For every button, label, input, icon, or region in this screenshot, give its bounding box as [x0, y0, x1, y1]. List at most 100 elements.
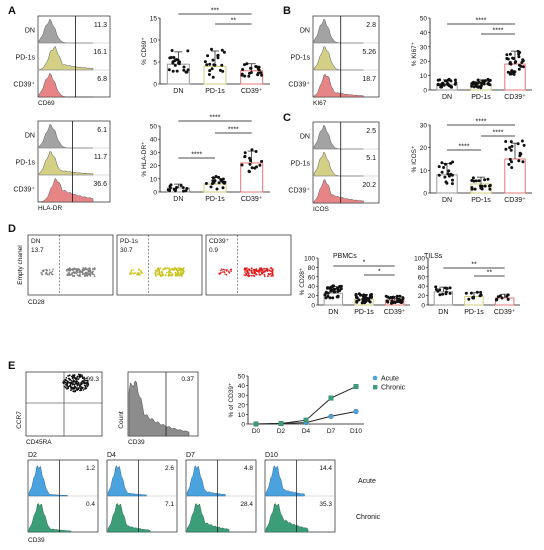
b-hist-value-0: 2.8 [366, 22, 376, 29]
e-line-xtick-label-0: D0 [252, 428, 261, 435]
e-scatter-event-213 [84, 388, 86, 390]
a-chart1-point-1-17 [216, 54, 220, 58]
c-hist-axis-label: ICOS [313, 206, 330, 213]
d-flow-event-0-105 [87, 271, 90, 273]
a-chart1-point-0-1 [171, 69, 175, 73]
d-flow-pos-event-1-21 [129, 272, 132, 274]
c-chart-point-0-5 [437, 165, 441, 169]
a-chart1-point-1-13 [206, 54, 210, 58]
b-chart-point-2-23 [508, 52, 512, 56]
e-day-chronic-peak-0 [28, 503, 72, 533]
c-chart-ylabel: % ICOS⁺ [411, 145, 418, 172]
c-hist-peak-1 [313, 151, 364, 177]
e-row-label-acute: Acute [358, 478, 376, 485]
d-flow-event-0-114 [79, 273, 81, 275]
c-chart-ytick-label-3: 30 [420, 123, 428, 130]
d-flow-event-2-56 [270, 267, 273, 269]
c-chart-point-2-9 [510, 144, 514, 148]
e-scatter-event-111 [69, 384, 72, 387]
c-hist-row-label-1: PD-1s [291, 161, 311, 168]
e-count-ylabel: Count [118, 411, 125, 429]
c-chart-point-2-0 [509, 140, 513, 144]
d-tils-ytick-label-3: 60 [418, 274, 426, 281]
d-flow-pos-event-0-14 [50, 272, 53, 274]
c-chart-point-1-1 [474, 179, 478, 183]
c-hist-value-2: 20.2 [362, 182, 376, 189]
d-flow-event-1-67 [175, 268, 178, 270]
a-chart2-point-0-7 [182, 189, 185, 193]
b-chart-ytick-label-2: 20 [420, 59, 428, 66]
e-line-ytick-label-0: 0 [241, 422, 245, 429]
d-flow-event-0-119 [67, 274, 69, 277]
d-flow-pos-event-2-19 [228, 270, 230, 273]
b-chart-point-1-28 [470, 84, 474, 88]
b-chart-point-0-23 [439, 83, 443, 87]
d-flow-event-0-73 [70, 273, 73, 276]
d-flow-event-2-104 [271, 270, 273, 273]
a-chart2-point-2-5 [243, 154, 247, 158]
d-pbmc-point-0-18 [323, 293, 327, 297]
a-chart1-point-0-10 [167, 68, 171, 72]
d-flow-event-1-113 [168, 268, 171, 270]
d-pbmc-point-2-29 [397, 300, 401, 304]
e-line-point-chronic-0 [253, 421, 259, 427]
d-tils-point-0-3 [438, 293, 442, 297]
a-chart2-point-2-9 [247, 170, 251, 174]
a-chart1-point-2-2 [259, 71, 263, 75]
e-scatter-event-33 [82, 389, 85, 391]
b-chart-point-2-28 [517, 52, 521, 56]
b-chart-point-0-26 [447, 83, 451, 87]
e-scatter-event-169 [65, 377, 68, 379]
d-flow-event-0-103 [81, 271, 83, 273]
c-chart-point-1-0 [488, 187, 492, 191]
e-line-xtick-label-3: D7 [327, 428, 336, 435]
d-flow-event-2-64 [255, 273, 258, 275]
e-scatter-event-128 [79, 383, 82, 385]
a-hist2-peak-2 [38, 177, 94, 203]
d-flow-event-2-32 [244, 269, 247, 271]
a-chart2-point-2-3 [260, 159, 264, 163]
a-chart1-ytick-label-2: 10 [150, 38, 158, 45]
d-flow-event-0-80 [87, 273, 90, 276]
d-pbmc-title: PBMCs [333, 253, 357, 260]
a-hist2-value-1: 11.7 [94, 154, 107, 161]
d-tils-ytick-label-2: 40 [418, 284, 426, 291]
a-chart1-cat-label-1: PD-1s [205, 88, 225, 95]
e-count-xlabel: CD39 [128, 439, 145, 446]
d-flow-pos-event-1-13 [137, 271, 139, 274]
e-scatter-event-187 [71, 386, 74, 389]
e-scatter-event-132 [86, 377, 88, 380]
d-flow-pos-event-2-9 [222, 268, 225, 271]
d-flow-pos-event-2-24 [230, 270, 232, 273]
b-chart-ylabel: % KI67⁺ [411, 41, 418, 66]
d-tils-sig-1: ** [487, 270, 493, 277]
e-scatter-event-78 [82, 382, 84, 385]
d-flow-event-2-118 [260, 267, 263, 270]
d-flow-event-2-114 [247, 274, 249, 277]
d-flow-event-0-72 [84, 274, 87, 277]
b-chart-point-1-13 [488, 83, 492, 87]
b-chart-point-1-29 [488, 78, 492, 82]
d-pbmc-point-1-31 [369, 296, 373, 299]
a-chart2-point-1-14 [204, 182, 208, 185]
e-scatter-event-138 [79, 376, 82, 378]
c-chart-point-1-5 [471, 176, 475, 180]
d-flow-pos-event-1-7 [139, 272, 141, 275]
d-flow-event-1-7 [178, 274, 181, 277]
c-hist-peak-2 [313, 179, 364, 204]
d-flow-pos-event-0-6 [46, 273, 49, 276]
d-flow-pos-event-0-17 [48, 269, 51, 271]
b-chart-point-2-30 [512, 70, 516, 74]
d-flow-event-0-116 [79, 275, 81, 278]
d-flow-xlabel: CD28 [28, 299, 45, 306]
b-chart-point-1-26 [482, 82, 486, 86]
d-flow-event-2-115 [263, 275, 266, 278]
a-chart2-point-2-7 [240, 163, 244, 167]
d-flow-event-0-98 [88, 267, 90, 270]
a-chart1-point-2-5 [260, 73, 264, 77]
c-chart-point-1-7 [486, 177, 490, 181]
d-tils-point-1-4 [479, 293, 483, 297]
a-chart1-point-1-4 [207, 73, 211, 76]
d-flow-event-2-96 [265, 269, 268, 272]
a-chart2-point-2-14 [243, 151, 247, 155]
